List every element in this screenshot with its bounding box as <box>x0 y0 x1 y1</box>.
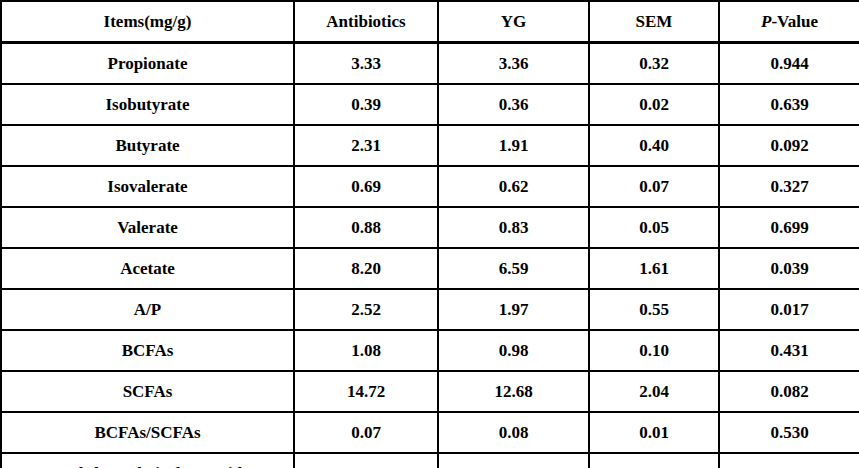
value-cell: 0.01 <box>589 412 719 453</box>
value-cell: 1.08 <box>294 330 438 371</box>
value-cell: 8.20 <box>294 248 438 289</box>
value-cell: 0.40 <box>589 125 719 166</box>
value-cell: 1.91 <box>438 125 589 166</box>
table-row-valerate: Valerate 0.88 0.83 0.05 0.699 <box>1 207 859 248</box>
value-cell: 0.39 <box>294 84 438 125</box>
value-cell: 0.83 <box>438 207 589 248</box>
value-cell: 0.639 <box>719 84 859 125</box>
value-cell: 2.52 <box>294 289 438 330</box>
item-cell: Butyrate <box>1 125 294 166</box>
value-cell: 2.04 <box>589 371 719 412</box>
value-cell: 0.05 <box>589 207 719 248</box>
item-cell: Isovalerate <box>1 166 294 207</box>
value-cell: 6.59 <box>438 248 589 289</box>
value-cell: 0.089 <box>719 453 859 468</box>
item-cell: Total short chain fatty acids <box>1 453 294 468</box>
value-cell: 0.08 <box>438 412 589 453</box>
value-cell: 12.68 <box>438 371 589 412</box>
value-cell: 15.80 <box>294 453 438 468</box>
column-header-p-value: P-Value <box>719 1 859 43</box>
value-cell: 0.55 <box>589 289 719 330</box>
value-cell: 14.72 <box>294 371 438 412</box>
table-page: Items(mg/g) Antibiotics YG SEM P-Value P… <box>0 0 859 468</box>
item-cell: Acetate <box>1 248 294 289</box>
item-cell: Valerate <box>1 207 294 248</box>
value-cell: 0.88 <box>294 207 438 248</box>
value-cell: 0.092 <box>719 125 859 166</box>
value-cell: 0.082 <box>719 371 859 412</box>
item-cell: Propionate <box>1 43 294 85</box>
value-cell: 3.33 <box>294 43 438 85</box>
item-cell: SCFAs <box>1 371 294 412</box>
value-cell: 2.14 <box>589 453 719 468</box>
value-cell: 0.017 <box>719 289 859 330</box>
item-cell: A/P <box>1 289 294 330</box>
p-value-italic-part: P <box>761 12 771 31</box>
value-cell: 0.944 <box>719 43 859 85</box>
item-cell: BCFAs <box>1 330 294 371</box>
table-row-isovalerate: Isovalerate 0.69 0.62 0.07 0.327 <box>1 166 859 207</box>
value-cell: 0.98 <box>438 330 589 371</box>
value-cell: 0.02 <box>589 84 719 125</box>
value-cell: 3.36 <box>438 43 589 85</box>
column-header-items: Items(mg/g) <box>1 1 294 43</box>
value-cell: 0.327 <box>719 166 859 207</box>
value-cell: 0.62 <box>438 166 589 207</box>
value-cell: 0.699 <box>719 207 859 248</box>
value-cell: 0.10 <box>589 330 719 371</box>
item-cell: Isobutyrate <box>1 84 294 125</box>
value-cell: 0.36 <box>438 84 589 125</box>
value-cell: 0.07 <box>294 412 438 453</box>
value-cell: 0.32 <box>589 43 719 85</box>
value-cell: 0.69 <box>294 166 438 207</box>
header-row: Items(mg/g) Antibiotics YG SEM P-Value <box>1 1 859 43</box>
value-cell: 0.530 <box>719 412 859 453</box>
value-cell: 0.431 <box>719 330 859 371</box>
column-header-sem: SEM <box>589 1 719 43</box>
table-row-isobutyrate: Isobutyrate 0.39 0.36 0.02 0.639 <box>1 84 859 125</box>
table-row-acetate: Acetate 8.20 6.59 1.61 0.039 <box>1 248 859 289</box>
table-row-total-scfa: Total short chain fatty acids 15.80 13.6… <box>1 453 859 468</box>
value-cell: 1.97 <box>438 289 589 330</box>
item-cell: BCFAs/SCFAs <box>1 412 294 453</box>
table-row-bcfas: BCFAs 1.08 0.98 0.10 0.431 <box>1 330 859 371</box>
value-cell: 0.07 <box>589 166 719 207</box>
table-row-bcfas-scfas-ratio: BCFAs/SCFAs 0.07 0.08 0.01 0.530 <box>1 412 859 453</box>
column-header-yg: YG <box>438 1 589 43</box>
column-header-antibiotics: Antibiotics <box>294 1 438 43</box>
scfa-results-table: Items(mg/g) Antibiotics YG SEM P-Value P… <box>0 0 859 468</box>
value-cell: 2.31 <box>294 125 438 166</box>
table-row-butyrate: Butyrate 2.31 1.91 0.40 0.092 <box>1 125 859 166</box>
table-row-propionate: Propionate 3.33 3.36 0.32 0.944 <box>1 43 859 85</box>
p-value-rest-part: -Value <box>771 12 818 31</box>
table-row-ap-ratio: A/P 2.52 1.97 0.55 0.017 <box>1 289 859 330</box>
value-cell: 0.039 <box>719 248 859 289</box>
value-cell: 13.67 <box>438 453 589 468</box>
table-row-scfas: SCFAs 14.72 12.68 2.04 0.082 <box>1 371 859 412</box>
value-cell: 1.61 <box>589 248 719 289</box>
